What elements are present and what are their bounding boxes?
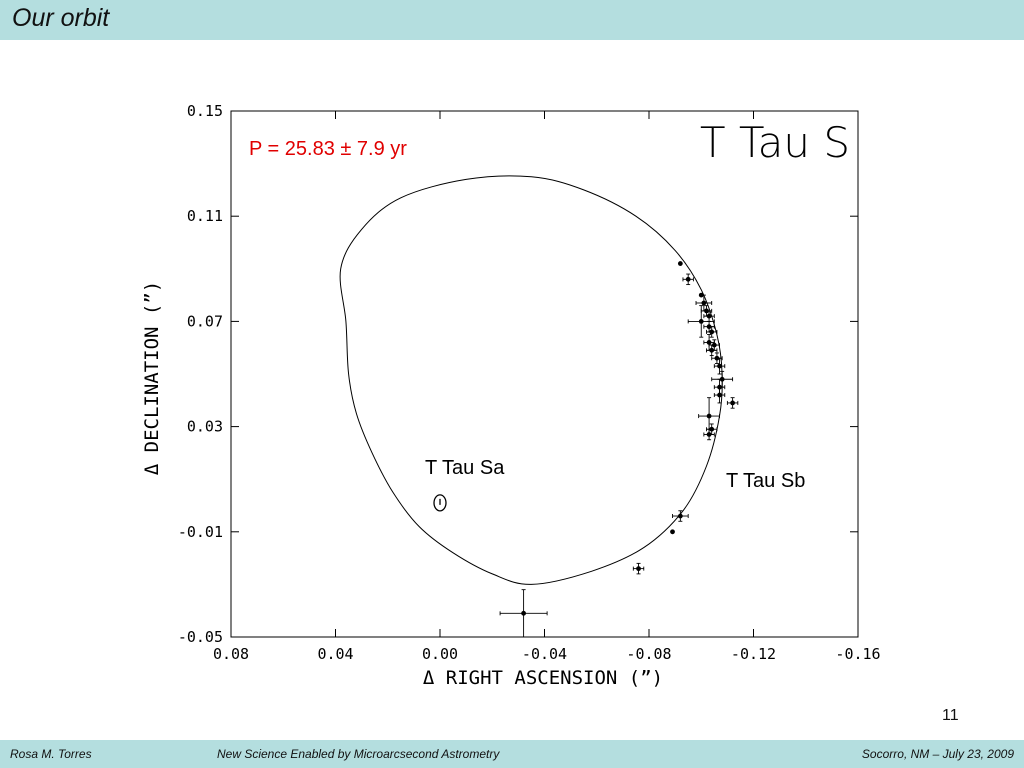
secondary-star-label: T Tau Sb [726,470,805,492]
x-tick-label: -0.08 [626,645,671,663]
data-point [685,276,691,282]
x-axis-label: Δ RIGHT ASCENSION (”) [423,667,663,689]
footer-author: Rosa M. Torres [10,747,92,761]
data-point [677,513,683,519]
data-point [706,432,712,437]
data-point [636,566,641,572]
data-point [709,347,715,353]
data-point [706,313,712,319]
x-tick-label: 0.00 [422,645,458,663]
data-point [698,292,704,298]
data-point [701,300,707,306]
data-point [717,392,722,398]
y-tick-label: 0.15 [187,102,223,120]
footer-bar: Rosa M. Torres New Science Enabled by Mi… [0,740,1024,768]
x-tick-label: 0.04 [317,645,353,663]
slide-title-bar: Our orbit [0,0,1024,40]
data-point [709,426,715,432]
plot-frame [230,110,859,638]
period-annotation: P = 25.83 ± 7.9 yr [249,138,407,160]
data-point [730,400,735,406]
y-tick-label: 0.07 [187,312,223,330]
data-point [670,529,675,535]
data-point [719,376,725,382]
data-point [714,355,720,361]
data-point [711,342,717,348]
x-tick-label: 0.08 [213,645,249,663]
x-tick-label: -0.12 [731,645,776,663]
data-point [706,324,712,330]
x-tick-label: -0.16 [835,645,880,663]
chart-title: T Tau S [700,118,850,167]
y-tick-label: -0.05 [178,628,223,646]
y-axis-label: Δ DECLINATION (”) [141,281,163,475]
data-point [706,340,712,345]
primary-star-label: T Tau Sa [425,457,505,479]
data-point [706,413,712,419]
data-point [709,329,715,335]
x-tick-label: -0.04 [522,645,567,663]
data-point [677,261,683,266]
footer-talk-title: New Science Enabled by Microarcsecond As… [217,747,500,761]
y-tick-label: -0.01 [178,523,223,541]
page-number: 11 [942,707,959,724]
y-tick-label: 0.11 [187,207,223,225]
data-point [521,610,526,616]
data-point [698,319,704,324]
data-point [717,363,722,369]
primary-star-marker [433,494,447,512]
slide-title: Our orbit [12,4,110,32]
data-point [704,308,709,314]
footer-venue-date: Socorro, NM – July 23, 2009 [861,747,1014,761]
orbit-ellipse [339,175,723,585]
y-tick-label: 0.03 [187,418,223,436]
